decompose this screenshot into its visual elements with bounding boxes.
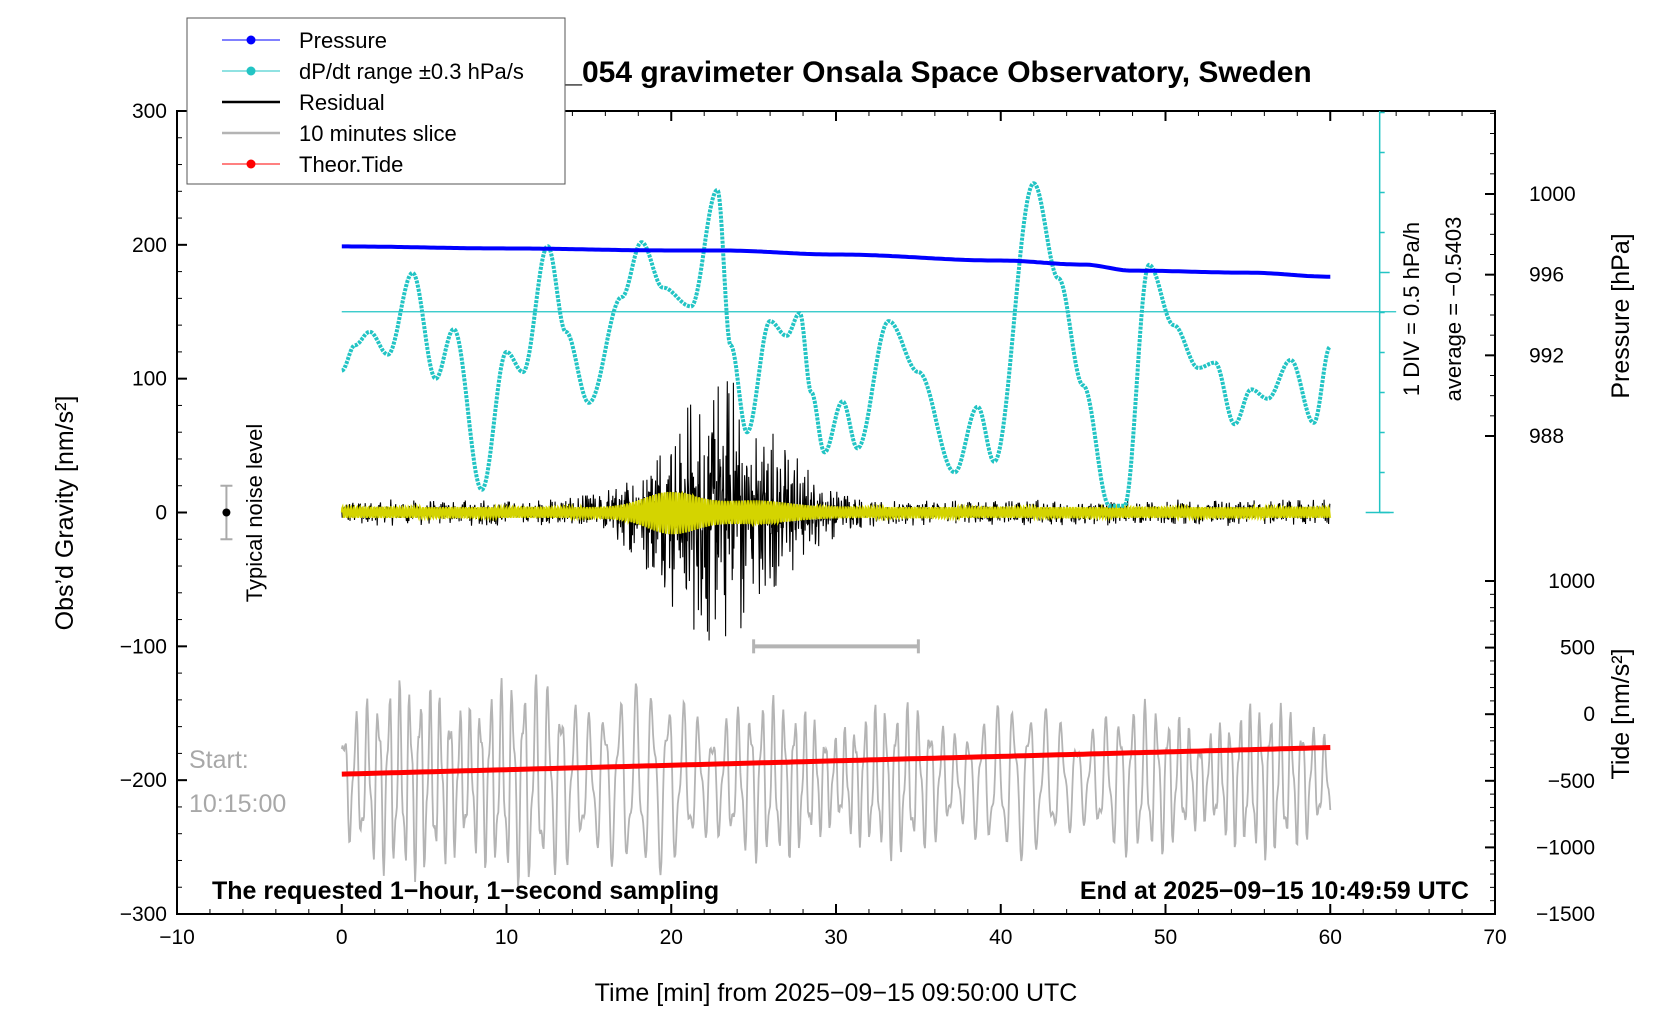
y-tick-label: −200 bbox=[120, 769, 167, 792]
pressure-tick-label: 1000 bbox=[1529, 183, 1576, 206]
pressure-tick-label: 988 bbox=[1529, 425, 1564, 448]
legend-entries: Pressure dP/dt range ±0.3 hPa/s Residual 10… bbox=[222, 28, 524, 177]
tide-tick-label: 1000 bbox=[1548, 570, 1595, 593]
scale-bar-label: 1 DIV = 0.5 hPa/h bbox=[1399, 222, 1424, 396]
bottom-left-note: The requested 1−hour, 1−second sampling bbox=[212, 877, 719, 905]
y-axis-label-left: Obs’d Gravity [nm/s²] bbox=[51, 396, 79, 631]
filtered-residual-line bbox=[340, 490, 1332, 535]
dpdt-layer bbox=[341, 181, 1332, 508]
chart-title: SCG_054 gravimeter Onsala Space Observat… bbox=[500, 56, 1312, 89]
y-axis-label-pressure: Pressure [hPa] bbox=[1607, 233, 1635, 398]
tide-tick-label: 500 bbox=[1560, 637, 1595, 660]
tide-tick-label: −1500 bbox=[1536, 903, 1595, 926]
pressure-tick-label: 992 bbox=[1529, 344, 1564, 367]
tide-tick-label: −1000 bbox=[1536, 836, 1595, 859]
x-tick-label: 70 bbox=[1483, 926, 1506, 949]
legend-label: dP/dt range ±0.3 hPa/s bbox=[299, 59, 524, 84]
dpdt-line bbox=[341, 181, 1332, 508]
legend-swatch-dot bbox=[246, 66, 256, 76]
noise-bar-point bbox=[222, 508, 231, 517]
average-label: average = −0.5403 bbox=[1441, 217, 1466, 402]
legend-swatch-dot bbox=[246, 159, 256, 169]
y-tick-label: 100 bbox=[132, 368, 167, 391]
y-tick-label: −100 bbox=[120, 635, 167, 658]
legend-label: Theor.Tide bbox=[299, 152, 403, 177]
slice-layer bbox=[340, 674, 1332, 887]
y-tick-label: 200 bbox=[132, 234, 167, 257]
pressure-tick-label: 996 bbox=[1529, 264, 1564, 287]
x-axis-label: Time [min] from 2025−09−15 09:50:00 UTC bbox=[595, 979, 1078, 1007]
x-tick-label: 50 bbox=[1154, 926, 1177, 949]
legend-swatch-dot bbox=[246, 35, 256, 45]
start-time: 10:15:00 bbox=[189, 790, 286, 818]
tide-line bbox=[341, 745, 1331, 777]
residual-layer bbox=[340, 381, 1332, 641]
noise-label: Typical noise level bbox=[242, 424, 267, 603]
x-tick-label: 40 bbox=[989, 926, 1012, 949]
pressure-line bbox=[341, 244, 1331, 279]
x-tick-label: −10 bbox=[159, 926, 195, 949]
x-tick-label: 0 bbox=[336, 926, 348, 949]
tide-layer bbox=[341, 745, 1331, 777]
legend: Pressure dP/dt range ±0.3 hPa/s Residual 10… bbox=[186, 17, 566, 185]
x-tick-label: 20 bbox=[660, 926, 683, 949]
tick-layer: −10 0 10 20 30 40 50 60 703002001000−100−200−300… bbox=[120, 100, 1595, 949]
legend-label: Pressure bbox=[299, 28, 387, 53]
x-tick-label: 30 bbox=[824, 926, 847, 949]
tide-tick-label: −500 bbox=[1548, 770, 1595, 793]
slice-line bbox=[340, 674, 1332, 887]
bottom-right-note: End at 2025−09−15 10:49:59 UTC bbox=[1080, 877, 1469, 905]
y-tick-label: 0 bbox=[155, 502, 167, 525]
tide-tick-label: 0 bbox=[1583, 703, 1595, 726]
annotation-layer bbox=[220, 111, 1397, 654]
x-tick-label: 60 bbox=[1319, 926, 1342, 949]
legend-label: Residual bbox=[299, 90, 385, 115]
start-label: Start: bbox=[189, 746, 249, 774]
y-tick-label: −300 bbox=[120, 903, 167, 926]
y-axis-label-tide: Tide [nm/s²] bbox=[1607, 648, 1635, 779]
y-tick-label: 300 bbox=[132, 100, 167, 123]
pressure-layer bbox=[341, 244, 1331, 279]
legend-label: 10 minutes slice bbox=[299, 121, 457, 146]
x-tick-label: 10 bbox=[495, 926, 518, 949]
